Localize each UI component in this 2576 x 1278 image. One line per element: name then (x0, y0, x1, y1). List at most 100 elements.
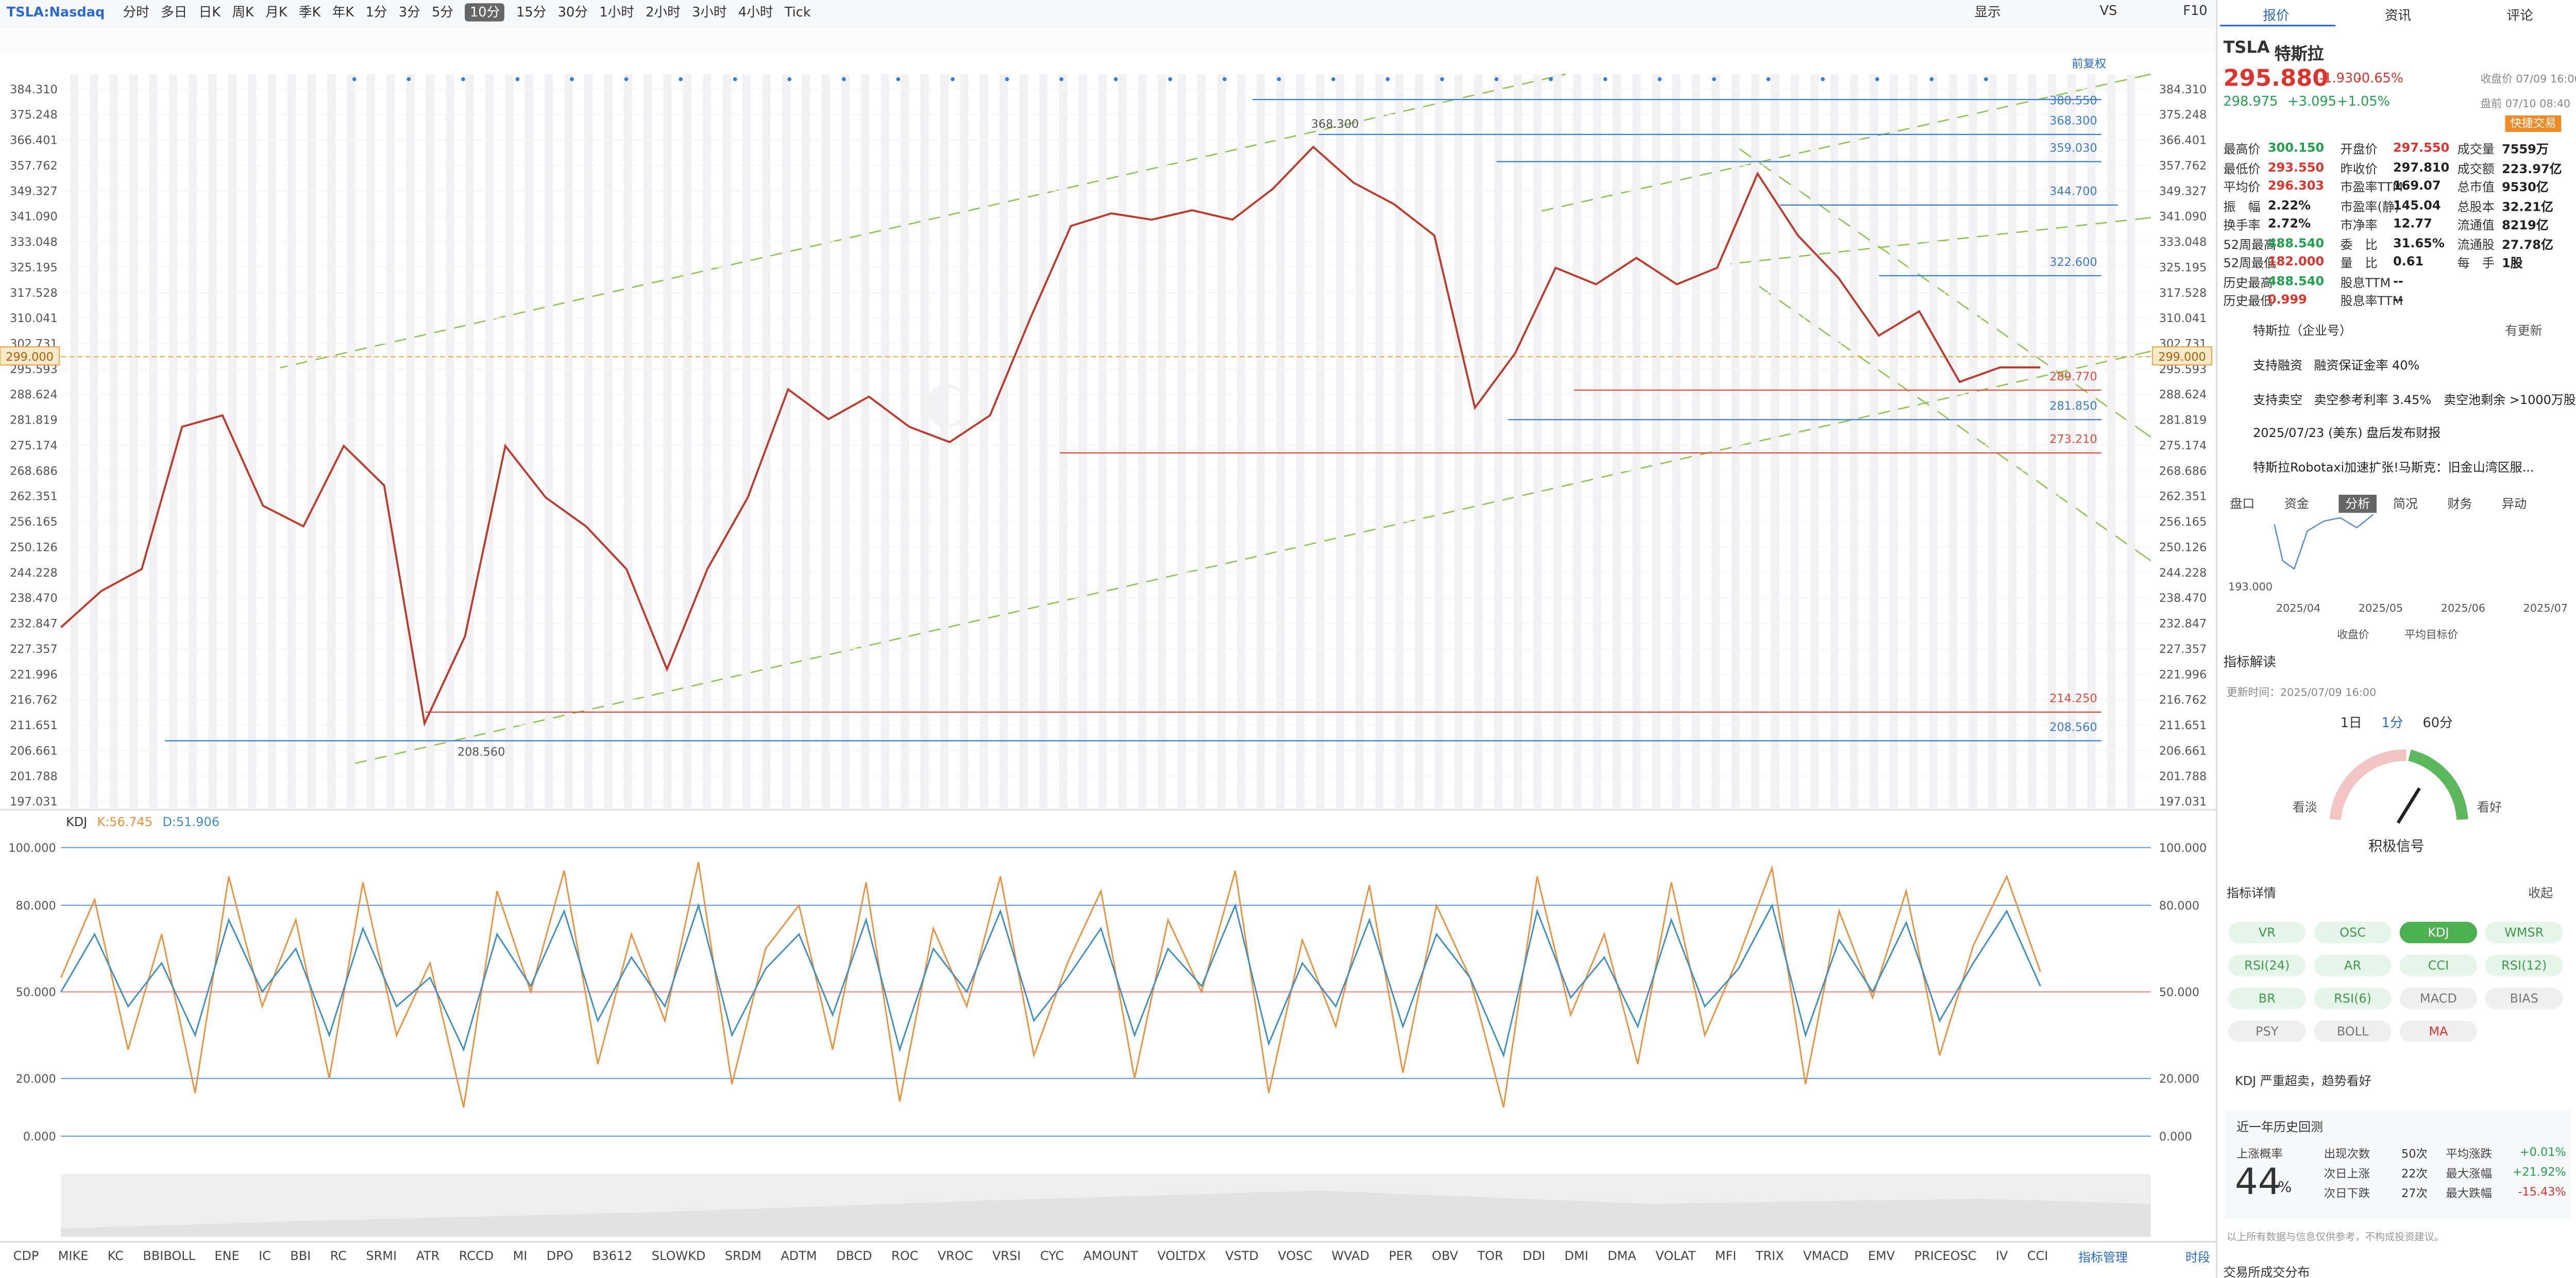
indicator-button[interactable]: OSC (2314, 921, 2392, 944)
period-button[interactable]: 2小时 (646, 5, 681, 20)
indicator-tab[interactable]: DDI (1522, 1248, 1546, 1264)
adjust-button[interactable]: 前复权 (2072, 58, 2107, 71)
period-button[interactable]: 30分 (557, 5, 588, 20)
panel-tab[interactable]: 资讯 (2384, 8, 2412, 23)
indicator-button[interactable]: VR (2228, 921, 2306, 944)
sub-tab[interactable]: 异动 (2502, 496, 2527, 511)
period-button[interactable]: 1分 (365, 5, 387, 20)
indicator-tab[interactable]: MIKE (58, 1248, 89, 1264)
panel-tab[interactable]: 评论 (2506, 8, 2533, 23)
period-button[interactable]: 1小时 (599, 5, 634, 20)
company-update[interactable]: 有更新 (2505, 323, 2543, 338)
indicator-tab[interactable]: PER (1388, 1248, 1413, 1264)
sub-tab[interactable]: 分析 (2338, 495, 2377, 513)
indicator-button[interactable]: RSI(12) (2485, 954, 2563, 977)
indicator-button[interactable]: MA (2399, 1020, 2478, 1042)
indicator-tab[interactable]: DMA (1607, 1248, 1636, 1264)
indicator-button[interactable]: AR (2314, 954, 2392, 977)
period-button[interactable]: 月K (265, 5, 287, 20)
indicator-tab[interactable]: VMACD (1803, 1248, 1849, 1264)
period-button[interactable]: 多日 (161, 5, 188, 20)
indicator-tab[interactable]: ADTM (781, 1248, 817, 1264)
indicator-tab[interactable]: VROC (937, 1248, 973, 1264)
indicator-tab[interactable]: WVAD (1331, 1248, 1370, 1264)
indicator-tab[interactable]: VOSC (1278, 1248, 1313, 1264)
indicator-tab[interactable]: CCI (2027, 1248, 2048, 1264)
indicator-manage[interactable]: 指标管理 (2078, 1250, 2128, 1265)
interval-button[interactable]: 60分 (2422, 715, 2453, 731)
indicator-tab[interactable]: ENE (214, 1248, 240, 1264)
period-button[interactable]: 15分 (516, 5, 547, 20)
sub-tab[interactable]: 财务 (2447, 496, 2472, 511)
indicator-tab[interactable]: SRDM (724, 1248, 761, 1264)
indicator-button[interactable]: MACD (2399, 987, 2478, 1010)
period-button[interactable]: 10分 (465, 3, 505, 22)
period-button[interactable]: 分时 (123, 5, 149, 20)
indicator-tab[interactable]: DBCD (836, 1248, 872, 1264)
indicator-tab[interactable]: MFI (1715, 1248, 1737, 1264)
quick-trade[interactable]: 快捷交易 (2505, 115, 2562, 132)
indicator-tab[interactable]: BBIBOLL (143, 1248, 196, 1264)
indicator-tab[interactable]: IC (259, 1248, 271, 1264)
collapse[interactable]: 收起 (2528, 885, 2553, 901)
indicator-tab[interactable]: KC (107, 1248, 124, 1264)
period-button[interactable]: 周K (232, 5, 254, 20)
indicator-tab[interactable]: MI (513, 1248, 528, 1264)
period-button[interactable]: 4小时 (738, 5, 773, 20)
notice-title[interactable]: 支持融资 (2253, 358, 2303, 373)
sub-tab[interactable]: 资金 (2284, 496, 2309, 511)
period-button[interactable]: 日K (198, 5, 221, 20)
indicator-tab[interactable]: BBI (290, 1248, 311, 1264)
notice-title[interactable]: 2025/07/23 (美东) 盘后发布财报 (2253, 425, 2441, 441)
sub-tab[interactable]: 简况 (2393, 496, 2418, 511)
indicator-tab[interactable]: VOLAT (1655, 1248, 1696, 1264)
indicator-tab[interactable]: ROC (891, 1248, 919, 1264)
indicator-tab[interactable]: OBV (1432, 1248, 1459, 1264)
period-button[interactable]: Tick (784, 5, 811, 20)
indicator-button[interactable]: WMSR (2485, 921, 2563, 944)
panel-tab[interactable]: 报价 (2263, 8, 2290, 23)
indicator-tab[interactable]: CYC (1040, 1248, 1064, 1264)
indicator-tab[interactable]: TOR (1477, 1248, 1503, 1264)
toolbar-button[interactable]: F10 (2183, 3, 2208, 19)
interval-button[interactable]: 1分 (2381, 715, 2403, 731)
indicator-tab[interactable]: AMOUNT (1083, 1248, 1138, 1264)
indicator-button[interactable]: RSI(24) (2228, 954, 2306, 977)
indicator-tab[interactable]: ATR (416, 1248, 440, 1264)
indicator-button[interactable]: BOLL (2314, 1020, 2392, 1042)
indicator-tab[interactable]: SRMI (366, 1248, 397, 1264)
toolbar-button[interactable]: 显示 (1974, 5, 2001, 20)
session-button[interactable]: 时段 (2185, 1250, 2210, 1265)
period-button[interactable]: 3小时 (692, 5, 727, 20)
indicator-button[interactable]: RSI(6) (2314, 987, 2392, 1010)
sub-tab[interactable]: 盘口 (2230, 496, 2255, 511)
indicator-button[interactable]: KDJ (2399, 921, 2478, 944)
toolbar-button[interactable]: VS (2099, 3, 2117, 19)
period-button[interactable]: 5分 (432, 5, 454, 20)
notice-title[interactable]: 特斯拉Robotaxi加速扩张!马斯克：旧金山湾区服... (2253, 459, 2534, 474)
period-button[interactable]: 3分 (398, 5, 420, 20)
indicator-tab[interactable]: PRICEOSC (1914, 1248, 1977, 1264)
indicator-tab[interactable]: CDP (13, 1248, 39, 1264)
indicator-tab[interactable]: SLOWKD (651, 1248, 706, 1264)
indicator-tab[interactable]: VRSI (992, 1248, 1021, 1264)
indicator-tab[interactable]: RCCD (459, 1248, 494, 1264)
indicator-button[interactable]: BR (2228, 987, 2306, 1010)
indicator-tab[interactable]: IV (1995, 1248, 2008, 1264)
indicator-button[interactable]: BIAS (2485, 987, 2563, 1010)
indicator-button[interactable]: CCI (2399, 954, 2478, 977)
indicator-tab[interactable]: B3612 (592, 1248, 633, 1264)
indicator-button[interactable]: PSY (2228, 1020, 2306, 1042)
indicator-tab[interactable]: DPO (546, 1248, 573, 1264)
company[interactable]: 特斯拉（企业号） (2253, 323, 2352, 338)
interval-button[interactable]: 1日 (2340, 715, 2362, 731)
period-button[interactable]: 年K (332, 5, 354, 20)
indicator-tab[interactable]: DMI (1564, 1248, 1588, 1264)
indicator-tab[interactable]: RC (330, 1248, 347, 1264)
notice-title[interactable]: 支持卖空 (2253, 392, 2303, 407)
indicator-tab[interactable]: VOLTDX (1157, 1248, 1206, 1264)
indicator-tab[interactable]: VSTD (1225, 1248, 1259, 1264)
period-button[interactable]: 季K (299, 5, 321, 20)
indicator-tab[interactable]: TRIX (1755, 1248, 1784, 1264)
indicator-tab[interactable]: EMV (1868, 1248, 1895, 1264)
